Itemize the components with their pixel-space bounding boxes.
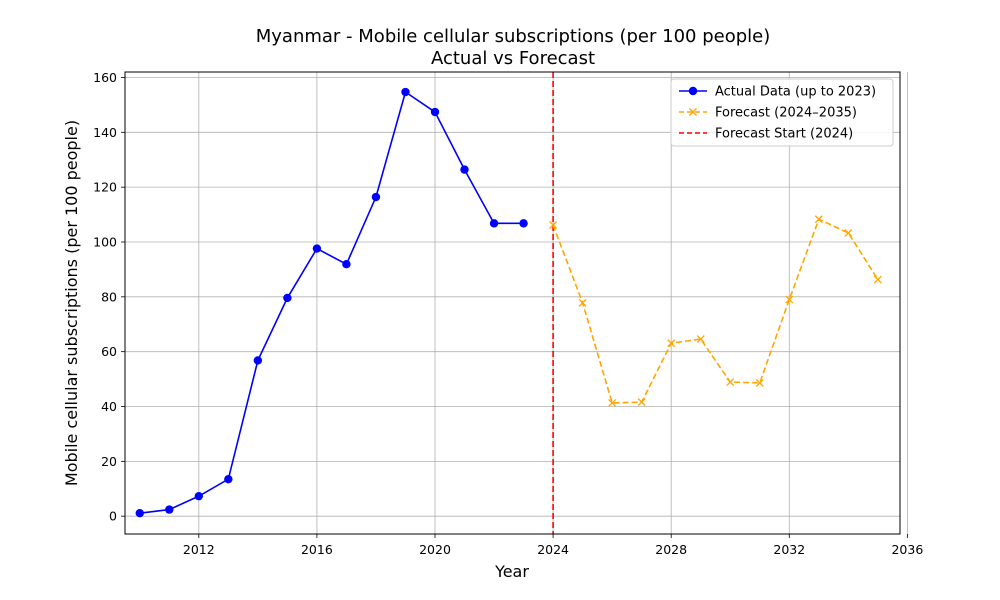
forecast-series-line [552, 218, 879, 404]
y-tick-label: 120 [93, 180, 117, 195]
actual-data-point [224, 474, 233, 484]
x-tick-label: 2024 [537, 542, 569, 557]
forecast-data-point [726, 378, 735, 387]
legend-label: Actual Data (up to 2023) [715, 85, 876, 100]
actual-data-point [194, 491, 204, 501]
grid-layer [125, 72, 908, 534]
x-tick-label: 2028 [655, 542, 687, 557]
legend-item-forecast-start: Forecast Start (2024) [679, 127, 853, 142]
actual-data-point [371, 192, 381, 202]
forecast-marker-stroke [814, 215, 823, 224]
forecast-marker-stroke [549, 221, 558, 229]
forecast-marker-stroke [696, 335, 705, 344]
forecast-data-point [637, 398, 646, 407]
forecast-data-point [667, 339, 676, 348]
legend-box [670, 78, 894, 147]
legend-swatch-marker [689, 108, 697, 116]
forecast-marker-stroke [726, 378, 735, 387]
forecast-data-point [755, 378, 764, 387]
forecast-marker-stroke [755, 378, 764, 387]
y-tick-label: 80 [101, 289, 117, 304]
y-axis-label: Mobile cellular subscriptions (per 100 p… [62, 120, 81, 486]
legend: Actual Data (up to 2023) Forecast (2024–2… [670, 78, 894, 147]
forecast-data-point [785, 295, 794, 304]
forecast-marker-stroke [667, 339, 676, 348]
forecast-data-point [549, 221, 558, 229]
forecast-marker-stroke [637, 398, 646, 407]
x-tick-label: 2012 [183, 542, 215, 557]
actual-data-point [519, 219, 528, 228]
forecast-data-point [844, 228, 853, 237]
actual-data-point [312, 244, 322, 253]
actual-data-point [401, 87, 410, 97]
forecast-data-point [608, 398, 617, 407]
x-tick-label: 2020 [419, 542, 451, 557]
forecast-marker-stroke [785, 295, 794, 304]
forecast-marker-stroke [873, 275, 882, 284]
forecast-data-point [873, 275, 882, 284]
forecast-data-point [578, 298, 587, 307]
y-tick-label: 160 [93, 70, 117, 85]
legend-item-forecast: Forecast (2024–2035) [679, 106, 857, 121]
actual-data-point [165, 505, 174, 514]
legend-label: Forecast (2024–2035) [715, 106, 857, 121]
legend-swatch-marker [688, 86, 698, 96]
y-tick-label: 20 [101, 454, 117, 469]
y-tick-label: 100 [93, 234, 117, 249]
y-tick-label: 140 [93, 125, 117, 140]
y-tick-label: 60 [101, 344, 117, 359]
forecast-data-point [696, 335, 705, 344]
x-tick-label: 2016 [301, 542, 333, 557]
actual-data-point [460, 165, 469, 174]
forecast-marker-stroke [578, 298, 587, 307]
forecast-marker-stroke [844, 228, 853, 237]
actual-data-point [135, 508, 144, 518]
actual-data-point [489, 219, 499, 228]
legend-label: Forecast Start (2024) [715, 127, 853, 142]
actual-data-point [283, 293, 292, 303]
actual-data-point [430, 107, 440, 117]
x-tick-label: 2032 [773, 542, 805, 557]
tick-layer: 2012 2016 2020 2024 2028 2032 2036 0 20 40 60 80 100… [93, 70, 923, 557]
chart-title: Myanmar - Mobile cellular subscriptions … [256, 26, 770, 47]
x-tick-label: 2036 [891, 542, 923, 557]
y-tick-label: 0 [109, 509, 117, 524]
plot-layer [135, 72, 882, 534]
forecast-data-point [814, 215, 823, 224]
legend-item-actual: Actual Data (up to 2023) [679, 85, 876, 100]
actual-data-point [342, 260, 351, 269]
actual-data-point [253, 356, 263, 365]
y-tick-label: 40 [101, 399, 117, 414]
x-axis-label: Year [494, 562, 529, 581]
actual-series-line [139, 90, 524, 514]
plot-frame [124, 71, 901, 535]
forecast-marker-stroke [608, 398, 617, 407]
chart-subtitle: Actual vs Forecast [431, 48, 595, 69]
